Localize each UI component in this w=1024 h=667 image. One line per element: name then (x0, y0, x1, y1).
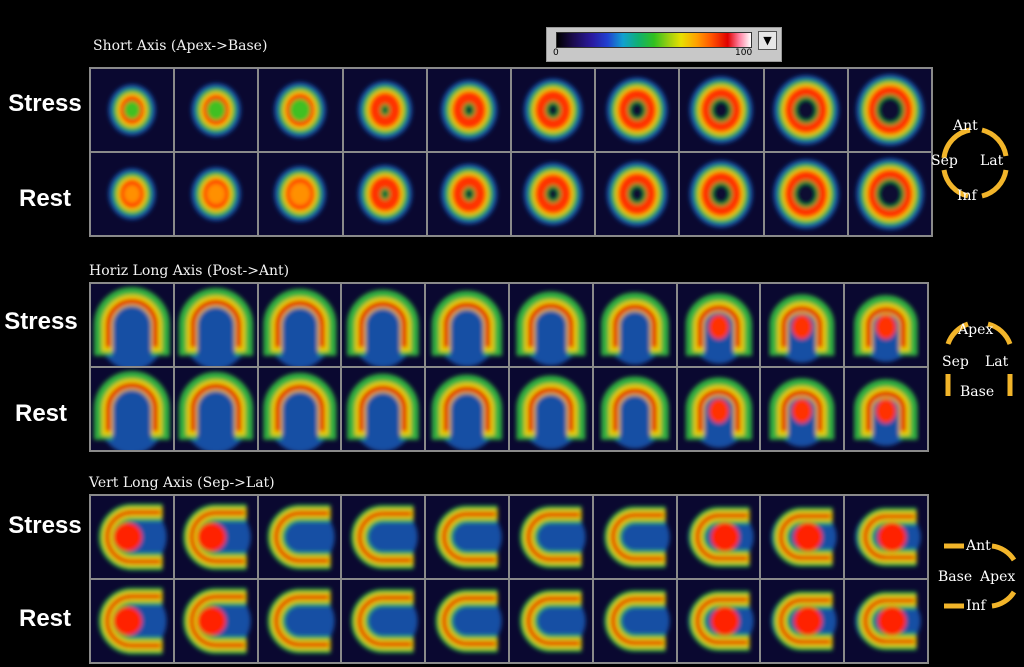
scan-tile-short-stress-8 (679, 68, 764, 152)
scan-tile-vla-stress-7 (592, 495, 677, 579)
scan-tile-hla-stress-1 (90, 283, 174, 367)
horiz-long-axis-image-grid (89, 282, 929, 452)
color-scale-bar: 0 100 ▼ (546, 27, 782, 62)
scan-tile-short-rest-6 (511, 152, 596, 236)
scan-tile-vla-rest-3 (257, 579, 342, 663)
orientation-key-short-axis: Ant Sep Lat Inf (930, 118, 1020, 208)
scan-tile-hla-rest-7 (592, 367, 677, 451)
scan-tile-vla-stress-6 (509, 495, 593, 579)
orient-inf-label: Inf (966, 598, 986, 614)
scan-tile-short-stress-2 (174, 68, 259, 152)
scan-tile-short-rest-3 (258, 152, 343, 236)
orient-base-label: Base (938, 569, 973, 585)
orientation-key-horiz-long-axis: Apex Sep Lat Base (938, 316, 1020, 406)
scan-tile-hla-stress-6 (509, 283, 593, 367)
orient-apex-label: Apex (980, 569, 1016, 585)
scan-tile-hla-rest-5 (425, 367, 509, 451)
scan-tile-short-stress-6 (511, 68, 596, 152)
row-label-rest: Rest (18, 605, 72, 632)
orient-ant-label: Ant (966, 538, 991, 554)
scan-tile-hla-stress-9 (760, 283, 845, 367)
scan-tile-vla-rest-10 (844, 579, 928, 663)
orient-ant-label: Ant (953, 118, 978, 134)
scan-tile-hla-rest-6 (509, 367, 593, 451)
scan-tile-vla-stress-4 (341, 495, 426, 579)
orient-lat-label: Lat (980, 153, 1004, 169)
short-axis-image-grid (89, 67, 933, 237)
scan-tile-hla-rest-1 (90, 367, 174, 451)
scan-tile-vla-stress-3 (257, 495, 342, 579)
orient-sep-label: Sep (942, 354, 969, 370)
scan-tile-short-stress-3 (258, 68, 343, 152)
scan-tile-short-rest-2 (174, 152, 259, 236)
scan-tile-hla-stress-8 (676, 283, 761, 367)
row-label-rest: Rest (14, 400, 68, 427)
row-label-stress: Stress (4, 308, 78, 335)
orient-base-label: Base (960, 384, 995, 400)
row-label-stress: Stress (8, 90, 82, 117)
scan-tile-short-stress-7 (595, 68, 680, 152)
scan-tile-short-stress-10 (847, 68, 932, 152)
scan-tile-hla-rest-8 (676, 367, 761, 451)
scan-tile-vla-stress-10 (844, 495, 928, 579)
scan-tile-vla-stress-1 (90, 495, 174, 579)
section-title-horiz-long-axis: Horiz Long Axis (Post->Ant) (89, 263, 290, 279)
scan-tile-vla-rest-4 (341, 579, 426, 663)
triangle-down-icon[interactable]: ▼ (758, 31, 777, 50)
orient-sep-label: Sep (931, 153, 958, 169)
orient-lat-label: Lat (985, 354, 1009, 370)
color-scale-min-label: 0 (553, 48, 559, 58)
scan-tile-short-rest-1 (90, 152, 175, 236)
scan-tile-vla-rest-1 (90, 579, 174, 663)
scan-tile-hla-rest-9 (760, 367, 845, 451)
scan-tile-hla-stress-10 (844, 283, 928, 367)
scan-tile-vla-rest-6 (509, 579, 593, 663)
scan-tile-short-rest-4 (342, 152, 427, 236)
scan-tile-hla-rest-2 (173, 367, 258, 451)
scan-tile-vla-rest-5 (425, 579, 509, 663)
section-title-vert-long-axis: Vert Long Axis (Sep->Lat) (89, 475, 275, 491)
orientation-key-vert-long-axis: Ant Base Apex Inf (936, 536, 1022, 616)
scan-tile-short-rest-9 (763, 152, 848, 236)
orient-apex-label: Apex (958, 322, 994, 338)
color-scale-max-label: 100 (735, 48, 753, 58)
section-title-short-axis: Short Axis (Apex->Base) (93, 38, 268, 54)
scan-tile-hla-rest-10 (844, 367, 928, 451)
scan-tile-hla-stress-5 (425, 283, 509, 367)
scan-tile-hla-stress-4 (341, 283, 426, 367)
scan-tile-vla-stress-8 (676, 495, 761, 579)
scan-tile-vla-stress-9 (760, 495, 845, 579)
row-label-stress: Stress (8, 512, 82, 539)
orientation-bracket-icon (944, 543, 1017, 609)
scan-tile-vla-rest-9 (760, 579, 845, 663)
scan-tile-short-stress-5 (426, 68, 511, 152)
color-scale-gradient (556, 32, 752, 48)
scan-tile-hla-stress-3 (257, 283, 342, 367)
scan-tile-hla-rest-4 (341, 367, 426, 451)
scan-tile-short-rest-8 (679, 152, 764, 236)
orient-inf-label: Inf (957, 188, 977, 204)
row-label-rest: Rest (18, 185, 72, 212)
scan-tile-vla-rest-2 (173, 579, 258, 663)
scan-tile-hla-stress-7 (592, 283, 677, 367)
scan-tile-short-stress-9 (763, 68, 848, 152)
scan-tile-short-rest-10 (847, 152, 932, 236)
scan-tile-vla-rest-7 (592, 579, 677, 663)
scan-tile-vla-rest-8 (676, 579, 761, 663)
scan-tile-vla-stress-2 (173, 495, 258, 579)
vert-long-axis-image-grid (89, 494, 929, 664)
orientation-bracket-icon (945, 321, 1013, 396)
scan-tile-short-rest-5 (426, 152, 511, 236)
scan-tile-short-stress-1 (90, 68, 175, 152)
scan-tile-hla-stress-2 (173, 283, 258, 367)
scan-tile-short-rest-7 (595, 152, 680, 236)
scan-tile-short-stress-4 (342, 68, 427, 152)
scan-tile-vla-stress-5 (425, 495, 509, 579)
orientation-ring-icon (941, 127, 1009, 199)
scan-tile-hla-rest-3 (257, 367, 342, 451)
